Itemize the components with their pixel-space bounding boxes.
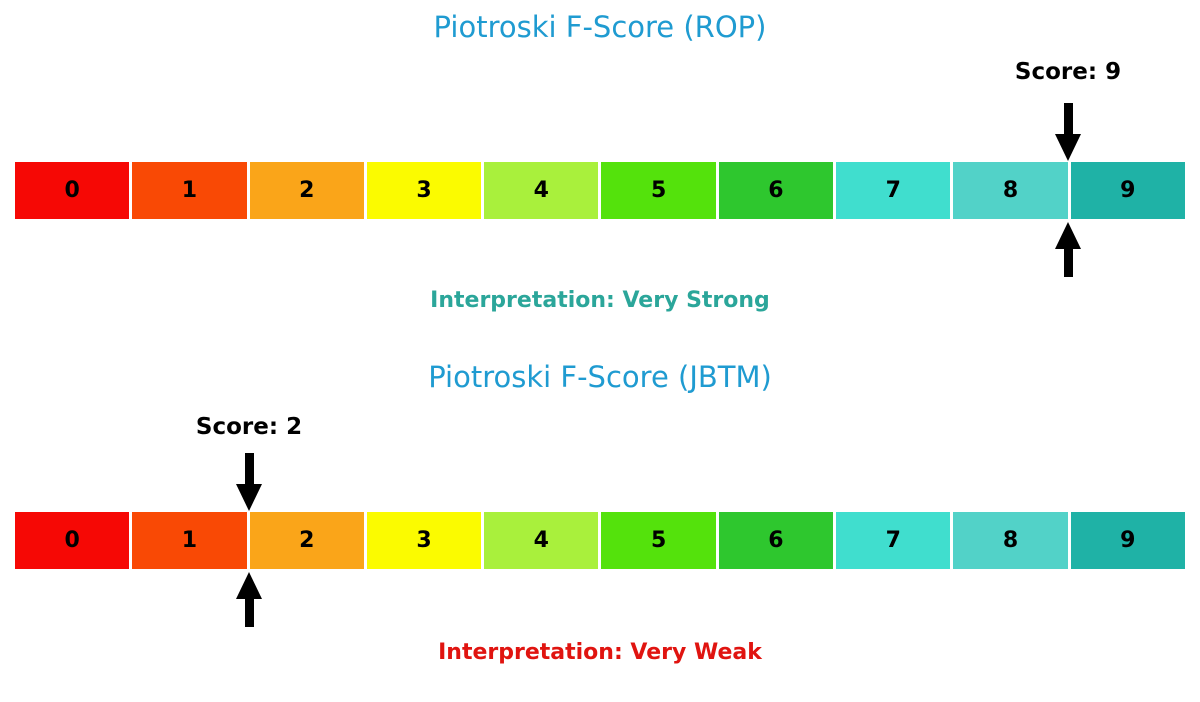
scale-segment-4: 4 xyxy=(484,512,599,569)
chart-title-rop: Piotroski F-Score (ROP) xyxy=(433,10,767,44)
scale-segment-9: 9 xyxy=(1070,162,1185,219)
score-scale-bar: 0 1 2 3 4 5 6 7 8 9 xyxy=(15,512,1185,569)
arrow-stem xyxy=(1063,103,1073,134)
arrow-down-icon xyxy=(1055,103,1081,161)
segment-label: 5 xyxy=(650,178,667,203)
chart-title-jbtm: Piotroski F-Score (JBTM) xyxy=(428,360,772,394)
scale-segment-7: 7 xyxy=(836,162,951,219)
segment-label: 2 xyxy=(299,178,315,203)
score-scale-bar: 0 1 2 3 4 5 6 7 8 9 xyxy=(15,162,1185,219)
segment-label: 4 xyxy=(533,178,549,203)
segment-label: 7 xyxy=(885,528,901,553)
segment-label: 9 xyxy=(1120,178,1136,203)
segment-label: 9 xyxy=(1120,528,1136,553)
arrow-head xyxy=(236,572,262,599)
scale-segment-2: 2 xyxy=(249,162,364,219)
scale-segment-7: 7 xyxy=(836,512,951,569)
segment-label: 8 xyxy=(1002,528,1019,553)
arrow-up-icon xyxy=(236,572,262,627)
segment-label: 5 xyxy=(650,528,667,553)
segment-label: 2 xyxy=(299,528,315,553)
scale-segment-0: 0 xyxy=(15,512,130,569)
segment-label: 8 xyxy=(1002,178,1019,203)
scale-segment-3: 3 xyxy=(366,512,482,569)
interpretation-text-jbtm: Interpretation: Very Weak xyxy=(438,640,762,665)
arrow-head xyxy=(236,484,262,511)
scale-segment-5: 5 xyxy=(601,512,716,569)
scale-segment-5: 5 xyxy=(601,162,716,219)
segment-label: 1 xyxy=(181,178,198,203)
arrow-down-icon xyxy=(236,453,262,511)
arrow-stem xyxy=(244,599,254,627)
scale-segment-2: 2 xyxy=(249,512,364,569)
segment-label: 3 xyxy=(416,178,432,203)
score-label: Score: 9 xyxy=(1014,59,1122,85)
scale-segment-1: 1 xyxy=(132,162,247,219)
segment-label: 3 xyxy=(416,528,432,553)
segment-label: 6 xyxy=(768,178,784,203)
segment-label: 0 xyxy=(64,178,80,203)
scale-segment-0: 0 xyxy=(15,162,130,219)
segment-label: 6 xyxy=(768,528,784,553)
segment-label: 1 xyxy=(181,528,198,553)
arrow-up-icon xyxy=(1055,222,1081,277)
segment-label: 0 xyxy=(64,528,80,553)
score-scale-jbtm: Score: 2 0 1 2 3 4 5 6 7 8 9 xyxy=(15,414,1185,627)
arrow-head xyxy=(1055,222,1081,249)
scale-segment-6: 6 xyxy=(718,162,834,219)
scale-segment-3: 3 xyxy=(366,162,482,219)
interpretation-text-rop: Interpretation: Very Strong xyxy=(430,288,770,313)
scale-segment-6: 6 xyxy=(718,512,834,569)
scale-segment-8: 8 xyxy=(953,512,1068,569)
scale-segment-9: 9 xyxy=(1070,512,1185,569)
scale-segment-1: 1 xyxy=(132,512,247,569)
score-scale-rop: Score: 9 0 1 2 3 4 5 6 7 8 9 xyxy=(15,59,1185,277)
scale-segment-4: 4 xyxy=(484,162,599,219)
arrow-stem xyxy=(1063,249,1073,277)
arrow-stem xyxy=(244,453,254,484)
scale-segment-8: 8 xyxy=(953,162,1068,219)
score-label: Score: 2 xyxy=(195,414,303,440)
segment-label: 4 xyxy=(533,528,549,553)
segment-label: 7 xyxy=(885,178,901,203)
arrow-head xyxy=(1055,134,1081,161)
